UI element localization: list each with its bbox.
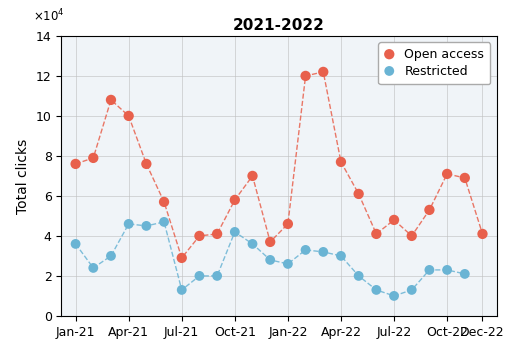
Open access (319, 69, 327, 75)
Open access (302, 73, 310, 79)
Open access (425, 207, 434, 213)
Open access (124, 113, 133, 119)
Text: $\times10^4$: $\times10^4$ (33, 8, 65, 25)
Restricted (142, 223, 151, 229)
Open access (231, 197, 239, 203)
Restricted (284, 261, 292, 267)
Open access (284, 221, 292, 227)
Restricted (443, 267, 451, 273)
Restricted (266, 257, 274, 263)
Restricted (231, 229, 239, 235)
Y-axis label: Total clicks: Total clicks (16, 138, 30, 214)
Restricted (425, 267, 434, 273)
Open access (72, 161, 80, 167)
Open access (213, 231, 221, 237)
Open access (89, 155, 97, 161)
Restricted (213, 273, 221, 279)
Restricted (319, 249, 327, 255)
Restricted (72, 241, 80, 247)
Open access (390, 217, 398, 223)
Open access (372, 231, 380, 237)
Open access (142, 161, 151, 167)
Restricted (461, 271, 469, 277)
Open access (248, 173, 257, 179)
Restricted (124, 221, 133, 227)
Open access (443, 171, 451, 177)
Legend: Open access, Restricted: Open access, Restricted (378, 42, 490, 84)
Open access (461, 175, 469, 181)
Restricted (178, 287, 186, 293)
Open access (178, 255, 186, 261)
Open access (266, 239, 274, 245)
Restricted (196, 273, 204, 279)
Open access (196, 233, 204, 239)
Open access (478, 231, 486, 237)
Restricted (354, 273, 362, 279)
Open access (107, 97, 115, 103)
Open access (408, 233, 416, 239)
Restricted (302, 247, 310, 253)
Restricted (248, 241, 257, 247)
Restricted (337, 253, 345, 259)
Restricted (390, 293, 398, 299)
Restricted (408, 287, 416, 293)
Restricted (107, 253, 115, 259)
Open access (337, 159, 345, 165)
Restricted (372, 287, 380, 293)
Title: 2021-2022: 2021-2022 (233, 18, 325, 33)
Open access (354, 191, 362, 197)
Open access (160, 199, 168, 205)
Restricted (160, 219, 168, 225)
Restricted (89, 265, 97, 271)
